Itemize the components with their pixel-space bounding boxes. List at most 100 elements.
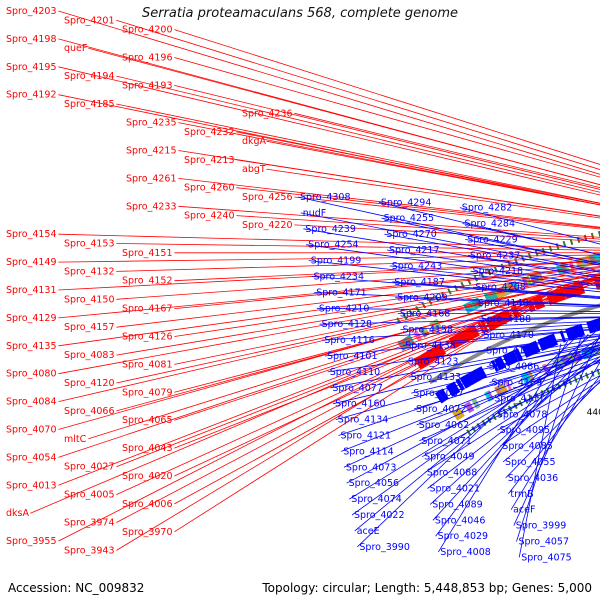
forward-gene-label: Spro_4020: [122, 471, 173, 482]
leader-line: [429, 349, 600, 505]
reverse-gene-label: trmB: [510, 489, 533, 500]
gene-feature: [559, 330, 567, 343]
leader-line: [297, 196, 600, 265]
leader-line: [335, 345, 600, 420]
reverse-gene-label: Spro_4110: [330, 367, 381, 378]
gene-feature: [508, 350, 519, 364]
tick-mark: [534, 392, 540, 399]
forward-gene-label: Spro_4043: [122, 443, 173, 454]
leader-line: [408, 341, 600, 378]
leader-line: [327, 333, 600, 373]
scale-label: 4400 kbp: [587, 408, 600, 418]
reverse-label-group: Spro_4308 Spro_4294 Spro_4282 nudF Spro_4255…: [297, 192, 600, 563]
forward-gene-label: dkgA: [242, 136, 267, 147]
leader-line: [324, 328, 600, 357]
leader-line: [338, 347, 600, 436]
genome-backbone: [428, 303, 600, 385]
leader-line: [403, 328, 600, 346]
gene-feature: [446, 381, 461, 397]
leader-line: [516, 336, 582, 542]
reverse-gene-label: Spro_4077: [332, 383, 383, 394]
reverse-gene-label: aceE: [357, 526, 380, 537]
map-title: Serratia proteamaculans 568, complete ge…: [141, 6, 459, 21]
forward-gene-label: Spro_4080: [6, 369, 57, 380]
leader-line: [486, 345, 600, 367]
reverse-gene-label: Spro_4123: [408, 356, 459, 367]
leader-line: [266, 140, 600, 206]
forward-gene-label: Spro_3974: [64, 518, 115, 529]
reverse-gene-label: Spro_4237: [470, 250, 521, 261]
forward-gene-label: Spro_4185: [64, 99, 115, 110]
leader-line: [116, 273, 600, 356]
forward-gene-label: Spro_4153: [64, 239, 115, 250]
leader-line: [481, 326, 600, 336]
forward-gene-label: Spro_4232: [184, 127, 235, 138]
gene-feature: [505, 380, 513, 392]
reverse-gene-label: Spro_4087: [413, 388, 464, 399]
forward-gene-label: Spro_4240: [184, 211, 235, 222]
forward-gene-label: Spro_4132: [64, 266, 115, 277]
reverse-gene-label: nudF: [303, 208, 327, 219]
forward-gene-label: Spro_4203: [6, 6, 57, 17]
reverse-gene-label: Spro_3990: [359, 542, 410, 553]
forward-gene-label: Spro_4193: [122, 80, 173, 91]
gene-feature: [521, 277, 529, 288]
forward-gene-label: abgT: [242, 164, 266, 175]
forward-gene-label: Spro_4151: [122, 248, 173, 259]
reverse-gene-label: Spro_4062: [419, 420, 470, 431]
leader-line: [413, 352, 600, 410]
reverse-gene-label: Spro_4133: [411, 372, 462, 383]
leader-line: [432, 337, 600, 521]
leader-line: [306, 244, 600, 286]
gene-feature: [466, 369, 482, 385]
leader-line: [505, 381, 600, 479]
reverse-gene-label: Spro_4089: [432, 499, 483, 510]
gene-feature: [496, 356, 507, 370]
reverse-gene-label: Spro_4086: [489, 362, 540, 373]
gene-feature: [471, 398, 481, 410]
reverse-gene-label: Spro_4308: [300, 192, 351, 203]
leader-line: [178, 178, 600, 228]
forward-gene-label: Spro_4150: [64, 294, 115, 305]
forward-gene-label: Spro_4005: [64, 490, 115, 501]
leader-line: [300, 212, 600, 272]
reverse-gene-label: Spro_4088: [427, 468, 478, 479]
gene-feature: [432, 343, 447, 359]
forward-gene-label: queF: [64, 43, 87, 54]
reverse-gene-label: Spro_4199: [311, 256, 362, 267]
leader-line: [518, 343, 562, 558]
leader-line: [459, 207, 600, 245]
reverse-gene-label: Spro_4159: [486, 346, 536, 357]
reverse-gene-label: Spro_4229: [467, 234, 518, 245]
leader-line: [58, 277, 600, 430]
reverse-gene-label: Spro_4282: [462, 203, 513, 214]
leader-line: [346, 346, 600, 484]
forward-gene-label: Spro_4220: [242, 220, 293, 231]
reverse-gene-label: Spro_4187: [394, 277, 445, 288]
tick-mark: [590, 370, 595, 377]
forward-gene-label: Spro_4084: [6, 397, 57, 408]
leader-line: [174, 277, 600, 365]
leader-line: [58, 10, 600, 175]
reverse-gene-label: Spro_4071: [421, 436, 472, 447]
reverse-gene-label: Spro_4254: [308, 240, 359, 251]
leader-line: [386, 249, 600, 282]
reverse-gene-label: aceF: [513, 505, 535, 516]
leader-line: [174, 273, 600, 337]
forward-gene-label: Spro_4195: [6, 62, 57, 73]
forward-gene-label: Spro_4194: [64, 71, 115, 82]
forward-gene-label: Spro_4213: [184, 155, 235, 166]
gene-feature: [537, 338, 547, 351]
reverse-gene-label: Spro_4134: [338, 415, 389, 426]
leader-line: [513, 333, 600, 526]
reverse-gene-label: Spro_4294: [381, 197, 432, 208]
leader-line: [303, 228, 600, 279]
reverse-gene-label: Spro_4008: [440, 547, 491, 558]
leader-line: [319, 317, 600, 325]
reverse-gene-label: Spro_4095: [500, 425, 550, 436]
reverse-gene-label: Spro_4255: [384, 213, 435, 224]
leader-line: [116, 282, 571, 523]
leader-line: [384, 233, 600, 273]
reverse-gene-label: Spro_4074: [351, 494, 402, 505]
leader-line: [322, 323, 600, 341]
